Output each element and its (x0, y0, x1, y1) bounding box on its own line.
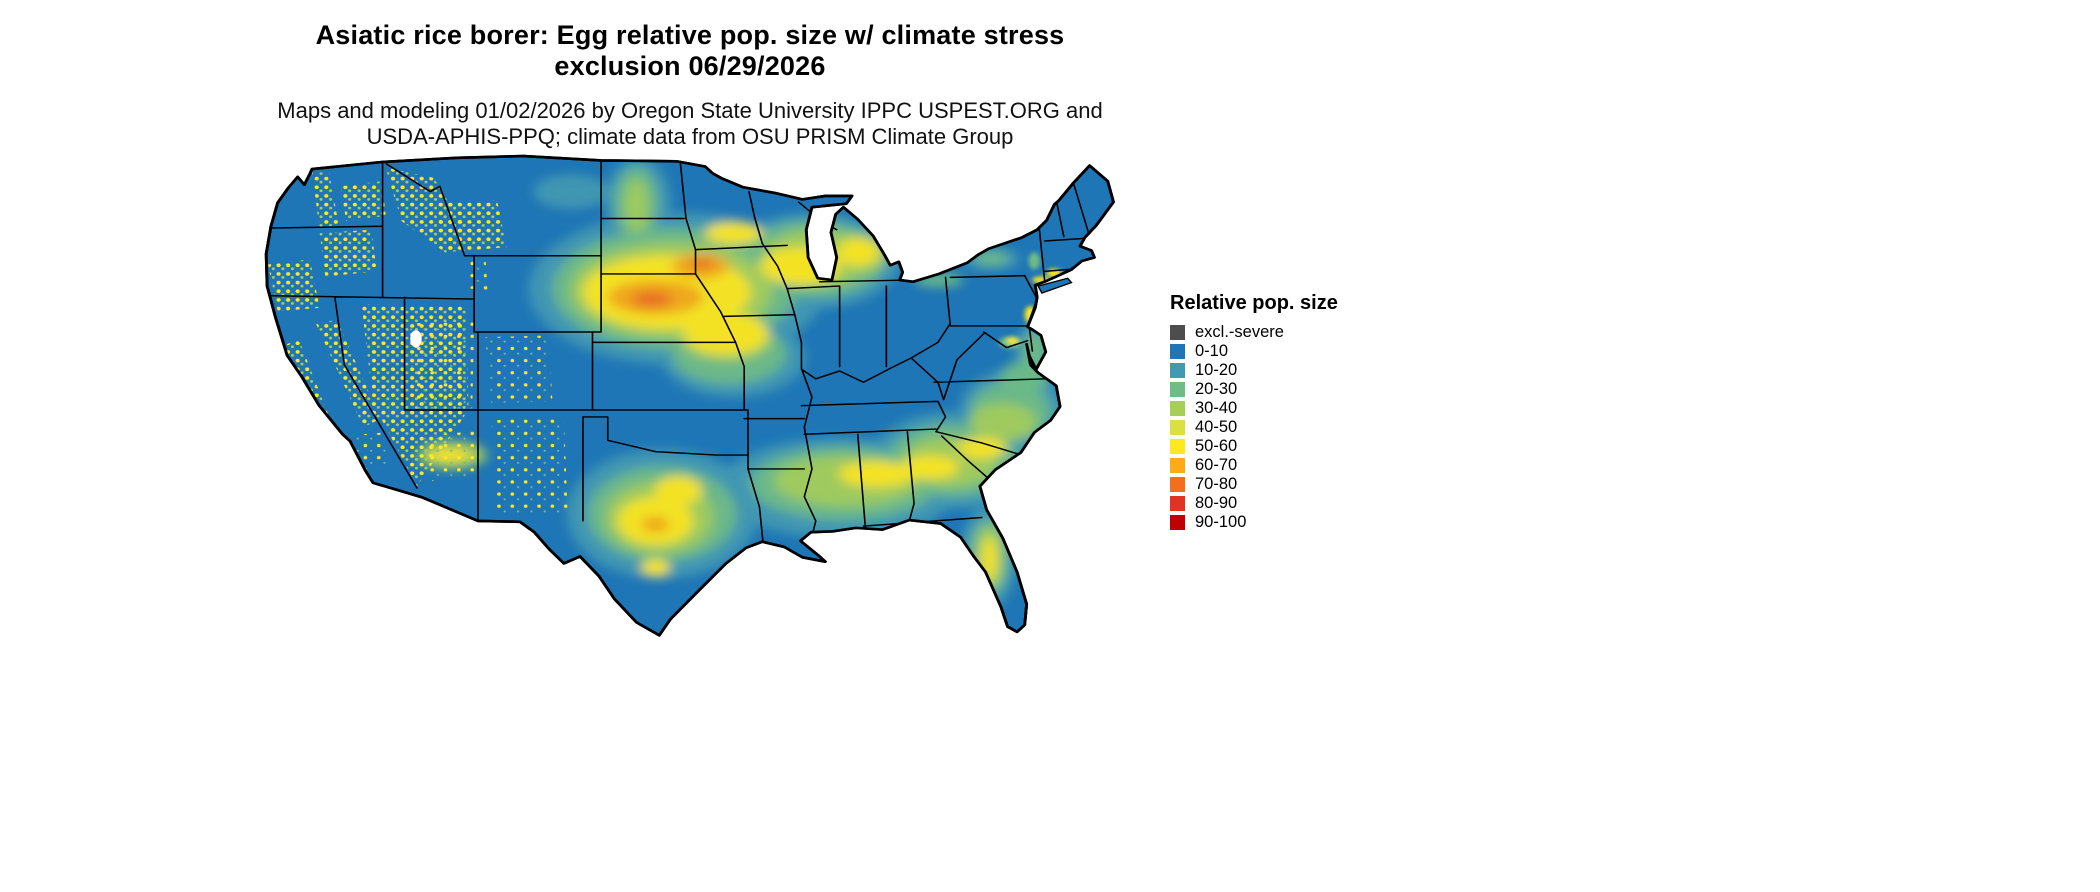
us-choropleth-svg (264, 154, 1115, 637)
legend-item: 50-60 (1170, 437, 1338, 455)
us-map (228, 150, 1144, 670)
legend-item: 0-10 (1170, 342, 1338, 360)
legend-label: 0-10 (1195, 342, 1229, 360)
legend-label: 80-90 (1195, 494, 1238, 512)
legend-item: 10-20 (1170, 361, 1338, 379)
legend-label: 70-80 (1195, 475, 1238, 493)
legend-swatch-30-40 (1170, 401, 1185, 416)
legend-item: 70-80 (1170, 475, 1338, 493)
map-legend: Relative pop. size excl.-severe 0-10 10-… (1170, 292, 1338, 534)
legend-item: 40-50 (1170, 418, 1338, 436)
great-salt-lake (410, 330, 422, 348)
legend-label: 30-40 (1195, 399, 1238, 417)
map-subtitle-line2: USDA-APHIS-PPQ; climate data from OSU PR… (366, 124, 1014, 149)
title-block: Asiatic rice borer: Egg relative pop. si… (0, 20, 1380, 150)
legend-item: 80-90 (1170, 494, 1338, 512)
legend-swatch-60-70 (1170, 458, 1185, 473)
legend-swatch-20-30 (1170, 382, 1185, 397)
legend-label: 50-60 (1195, 437, 1238, 455)
legend-label: excl.-severe (1195, 323, 1284, 341)
legend-label: 10-20 (1195, 361, 1238, 379)
legend-label: 40-50 (1195, 418, 1238, 436)
legend-swatch-70-80 (1170, 477, 1185, 492)
legend-swatch-40-50 (1170, 420, 1185, 435)
map-title-line1: Asiatic rice borer: Egg relative pop. si… (315, 20, 1065, 50)
legend-label: 20-30 (1195, 380, 1238, 398)
legend-item: excl.-severe (1170, 323, 1338, 341)
map-title: Asiatic rice borer: Egg relative pop. si… (0, 20, 1380, 82)
legend-swatch-excl-severe (1170, 325, 1185, 340)
map-subtitle-line1: Maps and modeling 01/02/2026 by Oregon S… (277, 98, 1103, 123)
legend-swatch-80-90 (1170, 496, 1185, 511)
legend-label: 60-70 (1195, 456, 1238, 474)
long-island (1037, 277, 1073, 294)
legend-title: Relative pop. size (1170, 292, 1338, 314)
legend-label: 90-100 (1195, 513, 1247, 531)
legend-swatch-10-20 (1170, 363, 1185, 378)
legend-item: 20-30 (1170, 380, 1338, 398)
legend-item: 60-70 (1170, 456, 1338, 474)
legend-item: 30-40 (1170, 399, 1338, 417)
map-subtitle: Maps and modeling 01/02/2026 by Oregon S… (0, 98, 1380, 150)
legend-item: 90-100 (1170, 513, 1338, 531)
legend-swatch-90-100 (1170, 515, 1185, 530)
legend-swatch-50-60 (1170, 439, 1185, 454)
state-borders (266, 161, 1090, 546)
national-border-stroke (264, 154, 1115, 637)
legend-swatch-0-10 (1170, 344, 1185, 359)
map-title-line2: exclusion 06/29/2026 (554, 51, 826, 81)
